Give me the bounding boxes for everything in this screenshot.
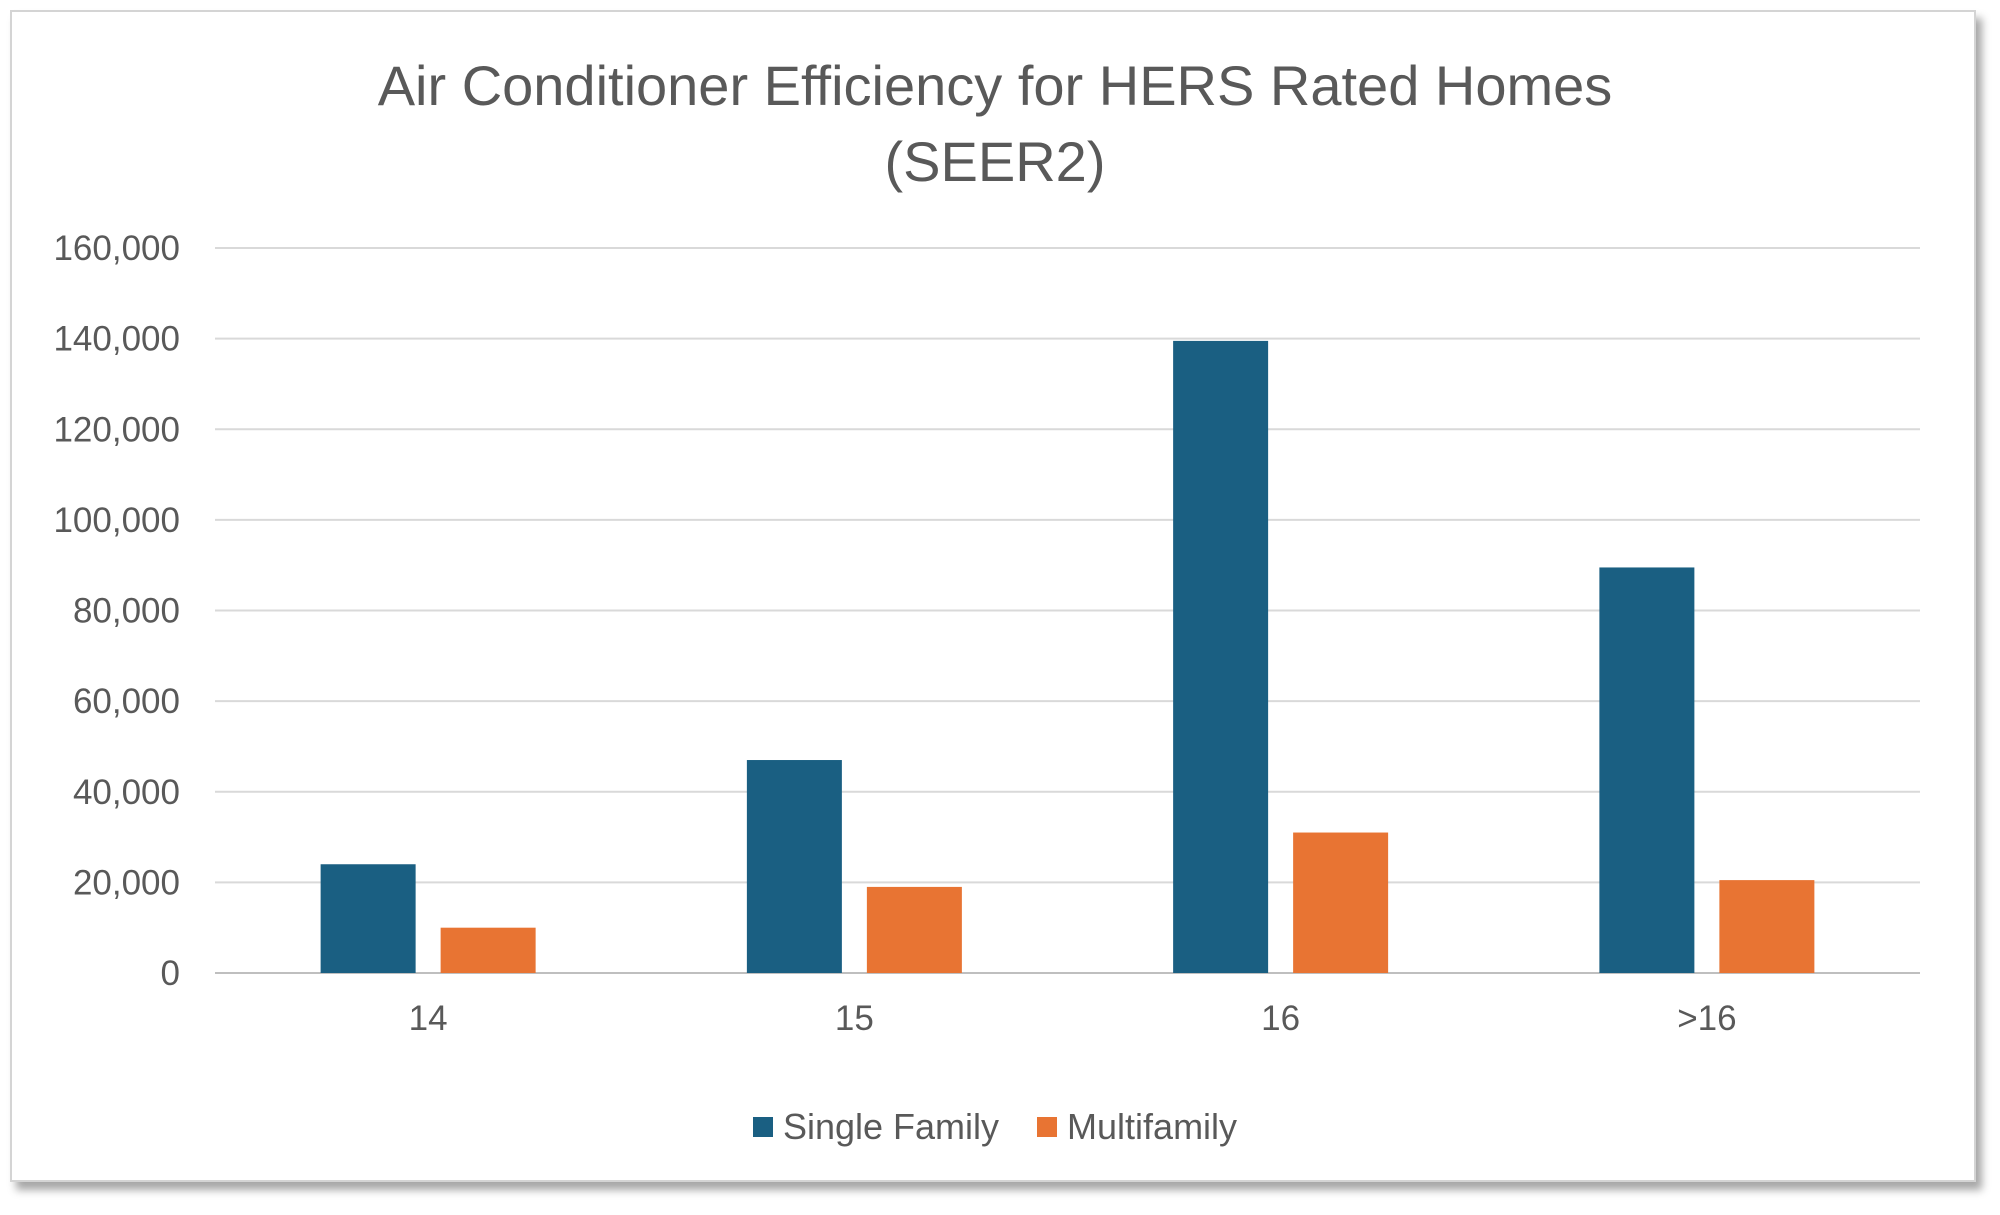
legend-label-single-family: Single Family [782, 1106, 1000, 1147]
bar-multifamily[interactable] [1293, 832, 1389, 973]
y-tick-label: 100,000 [53, 501, 180, 540]
chart-title: Air Conditioner Efficiency for HERS Rate… [12, 48, 1978, 200]
plot-area: 0 20,000 40,000 60,000 80,000 100,000 120,000 1… [53, 229, 1920, 1038]
x-tick-label: 14 [409, 999, 448, 1038]
y-tick-label: 160,000 [53, 229, 180, 268]
x-tick-label: 16 [1261, 999, 1300, 1038]
bar-multifamily[interactable] [866, 886, 962, 973]
x-tick-label: 15 [835, 999, 874, 1038]
y-tick-labels: 0 20,000 40,000 60,000 80,000 100,000 120,000 1… [53, 229, 180, 993]
legend-swatch-single-family [752, 1117, 773, 1137]
legend-swatch-multifamily [1037, 1117, 1058, 1137]
bar-multifamily[interactable] [440, 927, 536, 973]
bar-single-family[interactable] [746, 760, 842, 973]
y-tick-label: 120,000 [53, 410, 180, 449]
chart-subtitle: (SEER2) [884, 130, 1106, 193]
legend-item-multifamily[interactable]: Multifamily [1037, 1106, 1237, 1148]
legend: Single Family Multifamily [12, 1106, 1978, 1148]
y-tick-label: 20,000 [73, 863, 180, 902]
x-tick-label: >16 [1677, 999, 1736, 1038]
legend-item-single-family[interactable]: Single Family [752, 1106, 1000, 1148]
bars [320, 340, 1815, 973]
y-tick-label: 140,000 [53, 320, 180, 359]
y-tick-label: 80,000 [73, 592, 180, 631]
chart-title-line: Air Conditioner Efficiency for HERS Rate… [377, 54, 1613, 117]
chart-frame: Air Conditioner Efficiency for HERS Rate… [10, 10, 1976, 1182]
legend-label-multifamily: Multifamily [1067, 1106, 1238, 1147]
y-tick-label: 40,000 [73, 773, 180, 812]
bar-single-family[interactable] [1173, 340, 1269, 973]
bar-multifamily[interactable] [1719, 880, 1815, 973]
x-tick-labels: 14 15 16 >16 [409, 999, 1737, 1038]
bar-single-family[interactable] [1599, 567, 1695, 973]
y-tick-label: 60,000 [73, 682, 180, 721]
y-tick-label: 0 [161, 954, 180, 993]
bar-single-family[interactable] [320, 864, 416, 973]
